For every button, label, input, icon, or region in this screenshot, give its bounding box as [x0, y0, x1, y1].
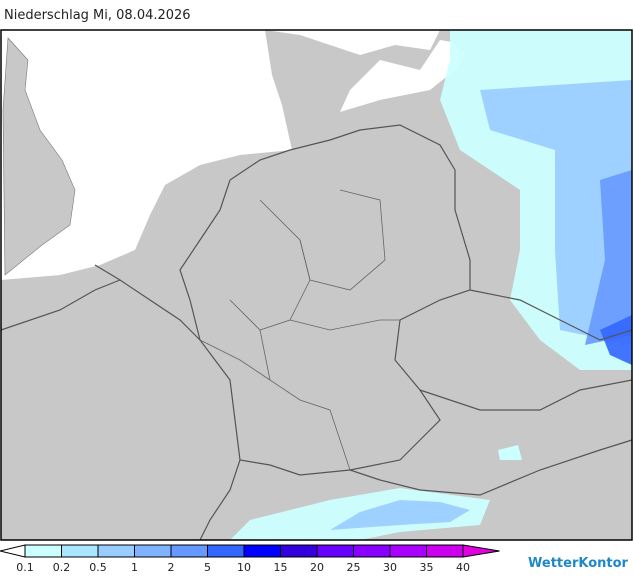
legend-label: 10 [237, 561, 251, 574]
legend-swatch [426, 544, 464, 558]
legend-swatch [353, 544, 391, 558]
legend-swatch [170, 544, 208, 558]
legend-label: 15 [274, 561, 288, 574]
legend-label: 0.5 [89, 561, 107, 574]
map-title: Niederschlag Mi, 08.04.2026 [4, 8, 191, 23]
legend-swatch [243, 544, 281, 558]
legend: 0.1 0.2 0.5 1 2 5 10 15 20 25 30 35 40 [0, 544, 500, 574]
legend-swatch [61, 544, 99, 558]
legend-label: 20 [310, 561, 324, 574]
brand: WetterKontor [528, 556, 629, 571]
map [0, 29, 633, 541]
legend-swatch [207, 544, 245, 558]
legend-label: 25 [347, 561, 361, 574]
legend-label: 30 [383, 561, 397, 574]
legend-label: 2 [168, 561, 175, 574]
legend-swatch [134, 544, 172, 558]
legend-swatch [24, 544, 62, 558]
legend-swatch [389, 544, 427, 558]
legend-label: 35 [420, 561, 434, 574]
legend-swatch [280, 544, 318, 558]
legend-swatch [316, 544, 354, 558]
legend-label: 1 [131, 561, 138, 574]
legend-label: 0.2 [53, 561, 71, 574]
legend-below [0, 544, 26, 558]
legend-label: 5 [204, 561, 211, 574]
legend-swatch [97, 544, 135, 558]
legend-label: 40 [456, 561, 470, 574]
legend-above [462, 544, 500, 558]
legend-label: 0.1 [16, 561, 34, 574]
